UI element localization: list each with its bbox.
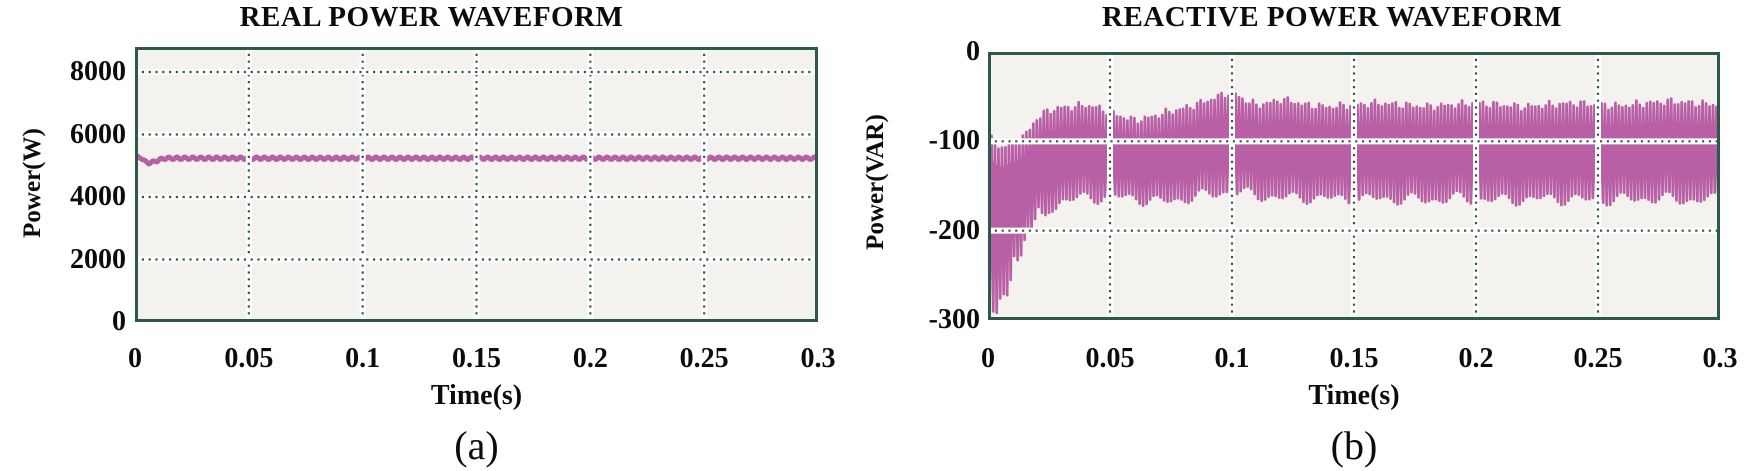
grid-lines bbox=[135, 47, 818, 322]
x-tick-label: 0.2 bbox=[1458, 343, 1494, 374]
y-axis-label-power-var: Power(VAR) bbox=[862, 114, 889, 250]
x-tick-label: 0.25 bbox=[1573, 343, 1623, 374]
y-tick-label: 8000 bbox=[70, 56, 126, 87]
y-tick-label: 6000 bbox=[70, 118, 126, 150]
grid-lines bbox=[988, 52, 1720, 320]
x-tick-label: 0.05 bbox=[224, 343, 274, 374]
x-tick-label: 0.3 bbox=[1702, 343, 1738, 374]
x-axis-label-time-a: Time(s) bbox=[430, 380, 523, 411]
x-tick-label: 0 bbox=[981, 343, 995, 374]
x-tick-label: 0.2 bbox=[572, 343, 608, 374]
reactive-power-plot-area bbox=[988, 52, 1720, 320]
chart-title-real-power: REAL POWER WAVEFORM bbox=[239, 1, 624, 33]
subfigure-caption-a: (a) bbox=[454, 423, 499, 468]
chart-title-reactive-power: REACTIVE POWER WAVEFORM bbox=[1102, 1, 1562, 33]
subfigure-caption-b: (b) bbox=[1330, 423, 1378, 468]
x-tick-label: 0 bbox=[128, 343, 142, 374]
real-power-plot-area bbox=[135, 47, 818, 322]
y-tick-label: 0 bbox=[966, 36, 980, 67]
y-tick-label: -200 bbox=[928, 214, 980, 246]
x-tick-label: 0.25 bbox=[679, 343, 729, 374]
x-tick-label: 0.1 bbox=[1214, 343, 1250, 374]
x-axis-label-time-b: Time(s) bbox=[1308, 380, 1400, 411]
plot-frame bbox=[988, 52, 1720, 320]
x-tick-label: 0.15 bbox=[452, 343, 501, 374]
x-tick-label: 0.05 bbox=[1085, 343, 1135, 374]
y-tick-label: -100 bbox=[928, 125, 980, 157]
y-tick-label: -300 bbox=[928, 304, 980, 335]
y-tick-label: 2000 bbox=[70, 243, 126, 275]
x-tick-label: 0.3 bbox=[800, 343, 836, 374]
x-tick-label: 0.15 bbox=[1329, 343, 1379, 374]
y-tick-label: 4000 bbox=[70, 181, 126, 212]
x-tick-label: 0.1 bbox=[345, 343, 381, 374]
y-tick-label: 0 bbox=[112, 306, 126, 337]
plot-frame bbox=[135, 47, 818, 322]
